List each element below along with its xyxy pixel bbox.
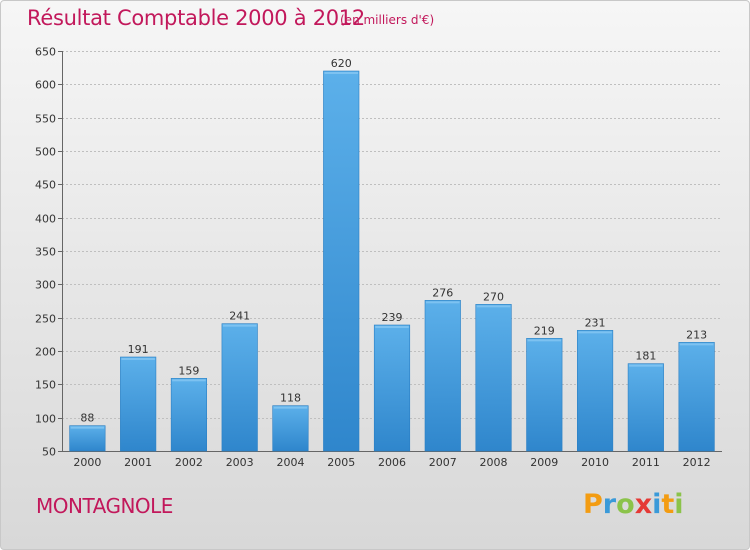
y-tick-label: 550 (35, 113, 56, 126)
bars (69, 70, 715, 452)
logo-letter: i (674, 489, 684, 520)
bar-highlight (324, 72, 358, 74)
proxiti-logo[interactable]: Proxiti (583, 489, 684, 520)
y-tick-label: 100 (35, 413, 56, 426)
value-label: 219 (534, 324, 555, 337)
x-tick-label: 2007 (429, 456, 457, 469)
bar-highlight (222, 324, 257, 327)
y-tick-label: 350 (35, 246, 56, 259)
value-label: 239 (382, 311, 403, 324)
bar-highlight (679, 343, 714, 346)
bar-2002[interactable] (170, 378, 207, 452)
bar-highlight (578, 331, 612, 334)
x-tick-label: 2006 (378, 456, 406, 469)
y-axis: 50 100 150 200 250 300 350 400 450 500 550 600 650 (35, 46, 722, 459)
x-tick-label: 2005 (327, 456, 355, 469)
x-tick-label: 2011 (632, 456, 660, 469)
x-tick-label: 2001 (124, 456, 152, 469)
bar-2010[interactable] (577, 330, 614, 452)
bar-2011[interactable] (627, 363, 664, 452)
value-label: 241 (229, 310, 250, 323)
bar-2006[interactable] (373, 324, 411, 452)
bar-2009[interactable] (526, 338, 563, 452)
x-tick-label: 2003 (226, 456, 254, 469)
y-tick-label: 50 (42, 446, 56, 459)
value-label: 159 (178, 364, 199, 377)
x-tick-label: 2000 (73, 456, 101, 469)
value-label: 88 (80, 412, 94, 425)
logo-letter: i (652, 489, 662, 520)
value-label: 620 (331, 57, 352, 70)
bar-highlight (527, 339, 562, 342)
bar-2008[interactable] (475, 304, 512, 452)
logo-letter: r (602, 489, 617, 520)
y-tick-label: 250 (35, 313, 56, 326)
x-tick-label: 2012 (683, 456, 711, 469)
bar-2007[interactable] (424, 300, 461, 452)
logo-letter: o (616, 489, 635, 520)
x-tick-label: 2008 (480, 456, 508, 469)
value-labels: 88 191 159 241 118 620 239 276 270 219 231 181 213 (80, 57, 707, 425)
y-tick-label: 450 (35, 179, 56, 192)
bar-highlight (70, 426, 105, 429)
bar-2005[interactable] (323, 70, 360, 452)
y-tick-label: 200 (35, 346, 56, 359)
value-label: 276 (432, 286, 453, 299)
bar-2000[interactable] (69, 425, 106, 452)
bar-2003[interactable] (221, 323, 258, 452)
y-tick-label: 300 (35, 279, 56, 292)
bar-2004[interactable] (272, 405, 309, 452)
logo-letter: t (661, 489, 675, 520)
bar-highlight (629, 364, 663, 367)
y-tick-label: 650 (35, 46, 56, 59)
x-tick-label: 2002 (175, 456, 203, 469)
value-label: 213 (686, 328, 707, 341)
bar-highlight (121, 358, 155, 360)
bar-highlight (375, 326, 409, 328)
bar-2001[interactable] (120, 356, 157, 452)
x-axis-ticks: 2000 2001 2002 2003 2004 2005 2006 2007 2008 2009… (73, 456, 710, 469)
value-label: 231 (585, 316, 606, 329)
bar-highlight (476, 305, 511, 308)
x-tick-label: 2004 (276, 456, 304, 469)
bar-highlight (426, 301, 460, 304)
logo-letter: x (634, 489, 653, 520)
bar-highlight (172, 379, 206, 382)
x-tick-label: 2009 (530, 456, 558, 469)
chart-subtitle: (en milliers d'€) (340, 13, 435, 27)
y-tick-label: 150 (35, 379, 56, 392)
logo-letter: P (583, 489, 603, 520)
bar-2012[interactable] (678, 342, 715, 452)
y-tick-label: 500 (35, 146, 56, 159)
y-tick-label: 400 (35, 213, 56, 226)
value-label: 118 (280, 392, 301, 405)
bar-highlight (273, 406, 308, 409)
value-label: 181 (635, 350, 656, 363)
x-tick-label: 2010 (581, 456, 609, 469)
value-label: 191 (128, 343, 149, 356)
commune-name: MONTAGNOLE (36, 494, 173, 518)
y-tick-label: 600 (35, 79, 56, 92)
value-label: 270 (483, 290, 504, 303)
chart-title: Résultat Comptable 2000 à 2012 (27, 6, 365, 30)
